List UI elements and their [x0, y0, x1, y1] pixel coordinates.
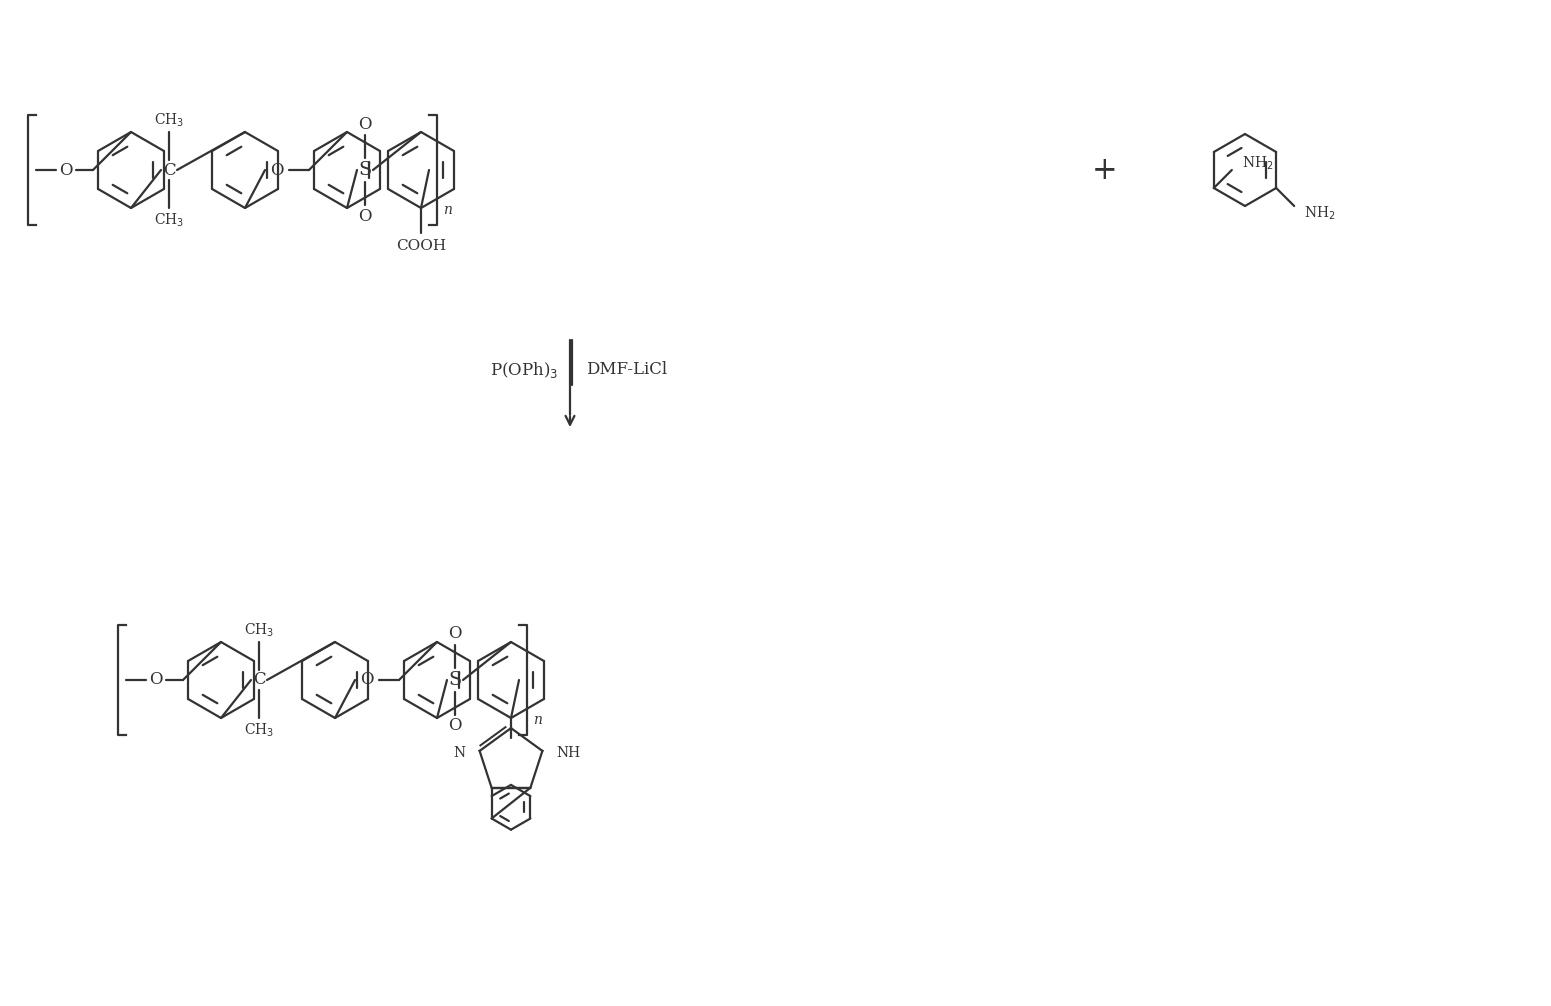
- Text: O: O: [59, 162, 73, 178]
- Text: n: n: [532, 713, 541, 727]
- Text: DMF-LiCl: DMF-LiCl: [586, 361, 667, 378]
- Text: O: O: [448, 626, 462, 643]
- Text: C: C: [253, 671, 265, 688]
- Text: C: C: [163, 162, 175, 178]
- Text: O: O: [270, 162, 284, 178]
- Text: O: O: [358, 116, 372, 133]
- Text: O: O: [448, 717, 462, 734]
- Text: O: O: [360, 671, 374, 688]
- Text: CH$_3$: CH$_3$: [244, 622, 275, 639]
- Text: S: S: [448, 671, 462, 689]
- Text: O: O: [358, 207, 372, 224]
- Text: O: O: [149, 671, 163, 688]
- Text: CH$_3$: CH$_3$: [154, 211, 185, 228]
- Text: NH: NH: [557, 745, 580, 760]
- Text: COOH: COOH: [396, 239, 447, 253]
- Text: S: S: [358, 161, 372, 179]
- Text: CH$_3$: CH$_3$: [244, 721, 275, 738]
- Text: +: +: [1092, 155, 1118, 185]
- Text: NH$_2$: NH$_2$: [1242, 154, 1273, 172]
- Text: P(OPh)$_3$: P(OPh)$_3$: [490, 360, 558, 380]
- Text: CH$_3$: CH$_3$: [154, 112, 185, 129]
- Text: NH$_2$: NH$_2$: [1304, 204, 1335, 221]
- Text: n: n: [442, 203, 451, 217]
- Text: N: N: [453, 745, 465, 760]
